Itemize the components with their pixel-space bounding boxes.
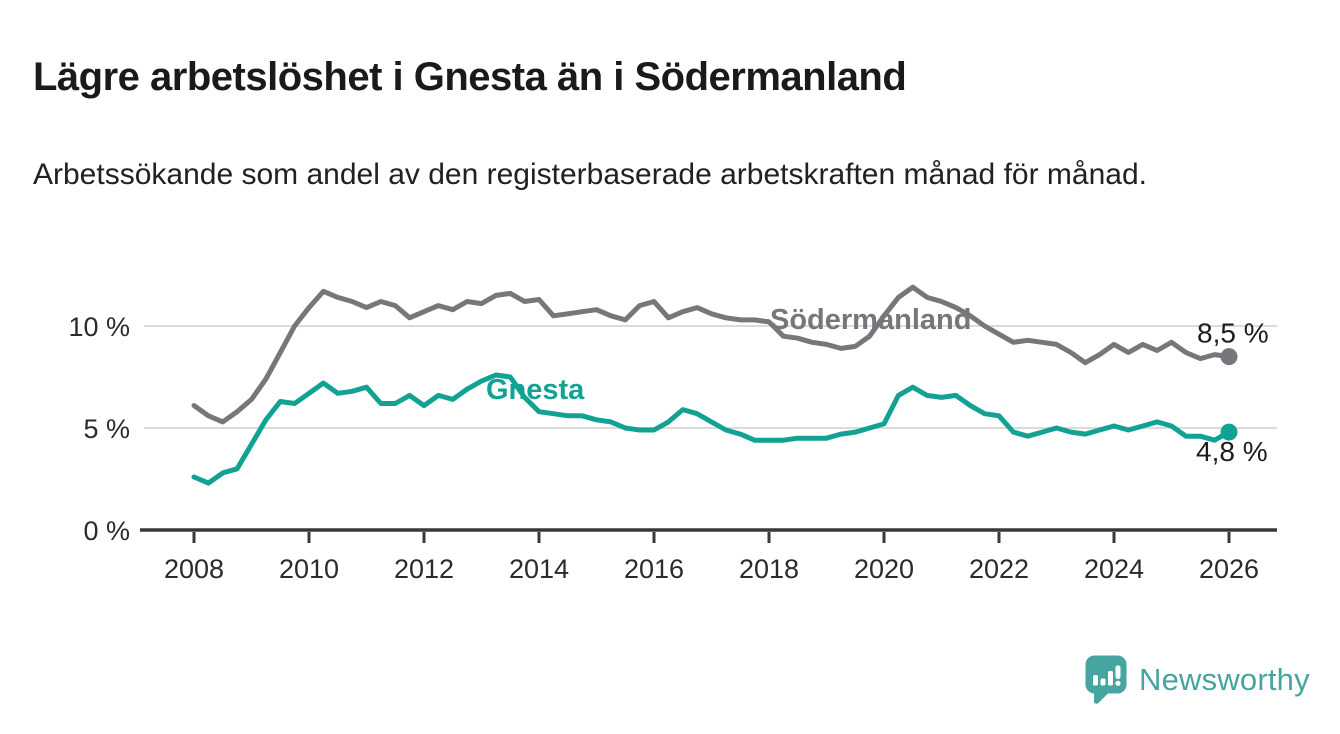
axes: 0 % 5 % 10 % 2008 2010 2012 2014 2016 2018 2020 20… [68, 312, 1277, 584]
x-axis-label-2008: 2008 [164, 554, 224, 584]
newsworthy-bubble-chart-icon [1085, 655, 1127, 704]
y-axis-label-10: 10 % [68, 312, 130, 342]
chart-title: Lägre arbetslöshet i Gnesta än i Söderma… [33, 54, 907, 99]
x-axis-label-2016: 2016 [624, 554, 684, 584]
newsworthy-logo: Newsworthy [1085, 655, 1310, 705]
series-line-gnesta [191, 372, 1232, 486]
x-axis-label-2014: 2014 [509, 554, 569, 584]
x-axis-label-2012: 2012 [394, 554, 454, 584]
x-axis-label-2026: 2026 [1199, 554, 1259, 584]
x-axis-label-2018: 2018 [739, 554, 799, 584]
y-axis-label-5: 5 % [83, 414, 130, 444]
series-end-dot-s-dermanland [1220, 348, 1238, 366]
y-axis-label-0: 0 % [83, 516, 130, 546]
series-label-gnesta: Gnesta [486, 374, 585, 406]
series-end-value-s-dermanland: 8,5 % [1197, 318, 1269, 349]
series-label-s-dermanland: Södermanland [770, 304, 971, 336]
series-end-value-gnesta: 4,8 % [1196, 436, 1268, 467]
chart-subtitle: Arbetssökande som andel av den registerb… [33, 158, 1147, 191]
annotations: Södermanland 8,5 % Gnesta 4,8 % [486, 304, 1269, 467]
series-lines [191, 284, 1238, 486]
x-axis-label-2024: 2024 [1084, 554, 1144, 584]
gridlines [144, 325, 1277, 429]
newsworthy-logo-text: Newsworthy [1139, 662, 1310, 697]
x-axis-label-2010: 2010 [279, 554, 339, 584]
x-axis-label-2022: 2022 [969, 554, 1029, 584]
series-line-s-dermanland [191, 284, 1232, 425]
x-axis-label-2020: 2020 [854, 554, 914, 584]
series-end-dot-gnesta [1220, 423, 1238, 441]
